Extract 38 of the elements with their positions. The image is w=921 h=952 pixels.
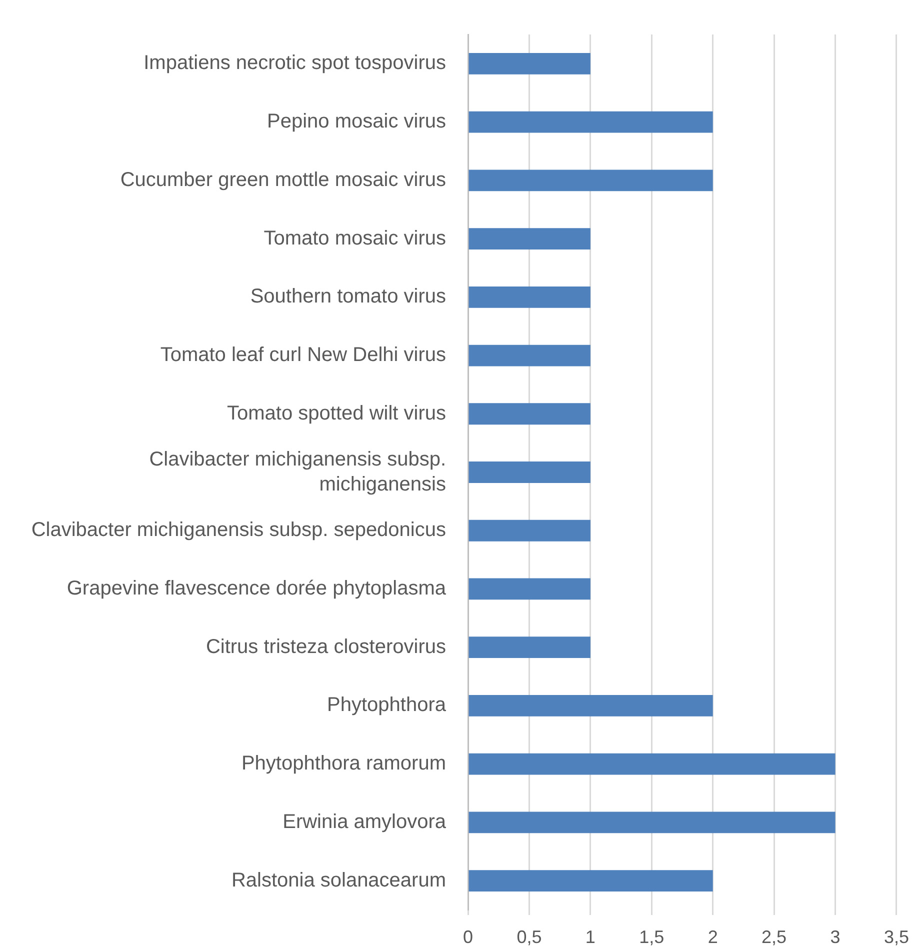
y-tick-label: Southern tomato virus: [250, 286, 446, 308]
bar: [468, 344, 590, 366]
y-tick-label: Tomato leaf curl New Delhi virus: [160, 344, 446, 366]
x-tick-label: 2: [708, 926, 718, 947]
bar: [468, 520, 590, 542]
bar: [468, 870, 713, 892]
bar: [468, 403, 590, 425]
y-tick-label: Clavibacter michiganensis subsp. sepedonicus: [31, 519, 446, 542]
y-tick-label: Phytophthora: [327, 694, 447, 716]
bar: [468, 578, 590, 600]
bar: [468, 286, 590, 308]
y-tick-label: Tomato mosaic virus: [264, 227, 446, 250]
x-tick-label: 1: [585, 926, 596, 947]
x-tick-label: 3: [830, 926, 840, 947]
bar: [468, 170, 713, 192]
bar: [468, 111, 713, 133]
x-tick-label: 0: [462, 926, 474, 947]
x-tick-label: 1,5: [639, 926, 664, 947]
y-tick-label: Clavibacter michiganensis subsp. michiganensis: [149, 448, 446, 496]
bar: [468, 462, 590, 483]
y-tick-label: Tomato spotted wilt virus: [227, 402, 446, 424]
y-tick-label: Citrus tristeza closterovirus: [206, 636, 446, 658]
x-tick-label: 2,5: [762, 926, 787, 947]
y-tick-label: Cucumber green mottle mosaic virus: [120, 168, 446, 191]
bar: [468, 52, 590, 74]
y-tick-label: Grapevine flavescence dorée phytoplasma: [66, 578, 447, 600]
x-tick-label: 0,5: [516, 926, 542, 947]
y-tick-label: Ralstonia solanacearum: [231, 869, 446, 892]
bar: [468, 812, 836, 834]
bar: [468, 636, 590, 658]
bar: [468, 228, 590, 250]
x-tick-label: 3,5: [884, 926, 910, 947]
bar: [468, 753, 836, 775]
y-tick-label: Pepino mosaic virus: [267, 110, 446, 133]
y-tick-label: Phytophthora ramorum: [241, 752, 446, 775]
y-tick-label: Impatiens necrotic spot tospovirus: [144, 52, 446, 74]
y-tick-label: Erwinia amylovora: [282, 810, 447, 833]
bar: [468, 695, 713, 716]
